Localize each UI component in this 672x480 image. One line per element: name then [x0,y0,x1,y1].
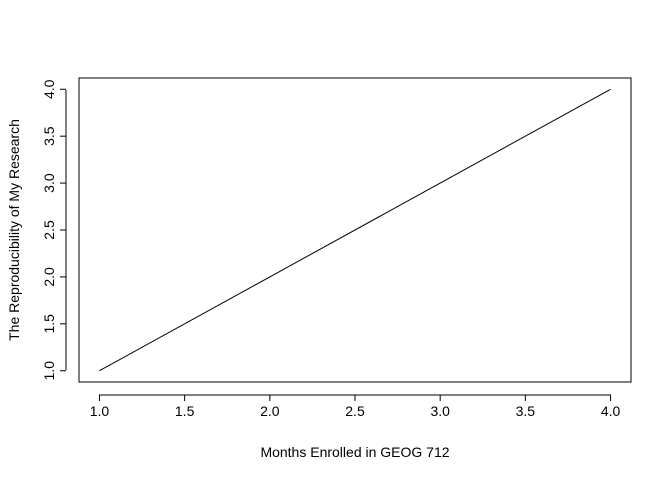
y-tick-label: 1.0 [41,361,57,381]
y-axis: 1.0 1.5 2.0 2.5 3.0 3.5 4.0 [41,79,67,381]
x-tick-label: 1.5 [175,403,195,419]
x-tick-label: 1.0 [90,403,110,419]
x-tick-label: 3.0 [430,403,450,419]
x-tick-label: 4.0 [601,403,621,419]
y-tick-label: 3.0 [41,173,57,193]
x-tick-label: 2.5 [345,403,365,419]
x-tick-label: 3.5 [516,403,536,419]
x-axis: 1.0 1.5 2.0 2.5 3.0 3.5 4.0 [90,394,621,419]
y-tick-label: 3.5 [41,126,57,146]
y-tick-label: 4.0 [41,79,57,99]
x-tick-label: 2.0 [260,403,280,419]
series-layer [99,88,611,372]
y-tick-label: 2.0 [41,267,57,287]
y-tick-label: 1.5 [41,314,57,334]
y-tick-label: 2.5 [41,220,57,240]
plot-area-frame [78,77,632,383]
series-line [99,88,611,372]
y-axis-title: The Reproducibility of My Research [6,119,22,341]
x-axis-title: Months Enrolled in GEOG 712 [260,444,449,460]
